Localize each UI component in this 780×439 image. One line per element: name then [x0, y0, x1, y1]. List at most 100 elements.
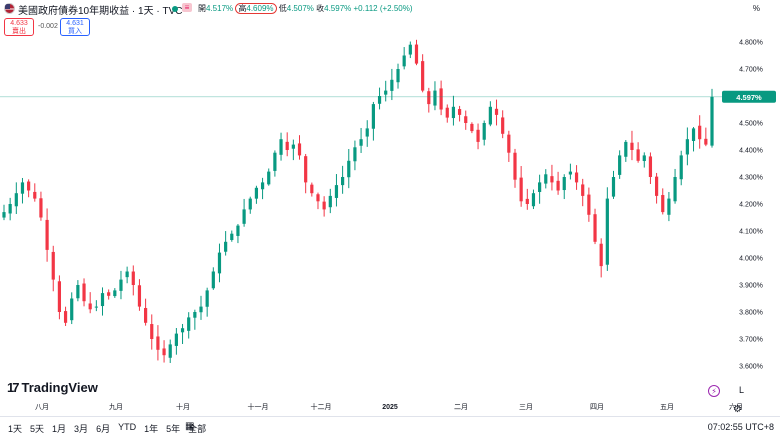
range-button[interactable]: 1年 [144, 424, 159, 434]
y-tick-label: 3.800% [739, 310, 763, 317]
candle-body [587, 194, 591, 215]
candle-body [371, 104, 375, 129]
candle-body [14, 193, 18, 207]
x-tick-label: 九月 [109, 402, 123, 411]
last-price-tag [722, 90, 776, 103]
y-tick-label: 4.400% [739, 148, 763, 155]
candle-body [673, 177, 677, 202]
range-button[interactable]: 1月 [52, 424, 67, 434]
clock-display[interactable]: 07:02:55 UTC+8 [707, 422, 774, 432]
candle-body [156, 336, 160, 350]
candle-body [304, 156, 308, 183]
candle-body [482, 123, 486, 140]
candle-body [679, 155, 683, 180]
ohlc-legend: 開4.517% 高4.609% 低4.507% 收4.597% +0.112 (… [198, 3, 413, 14]
log-scale-toggle[interactable]: L [739, 385, 745, 395]
candle-body [45, 219, 49, 250]
candle-body [260, 182, 265, 190]
candle-body [322, 201, 326, 210]
candle-body [168, 344, 172, 358]
candle-body [174, 333, 178, 346]
candle-body [513, 152, 517, 180]
candle-body [39, 198, 43, 218]
candle-body [236, 225, 240, 236]
range-button[interactable]: 6月 [96, 424, 111, 434]
candle-body [710, 96, 714, 146]
x-tick-label: 十一月 [248, 402, 269, 411]
candle-body [605, 198, 609, 265]
candle-body [488, 106, 492, 125]
candle-body [698, 125, 702, 140]
candle-body [291, 144, 295, 149]
candle-body [180, 328, 185, 333]
range-button[interactable]: 5年 [166, 424, 181, 434]
lightning-icon[interactable]: ⚡ [708, 385, 720, 397]
candle-body [248, 198, 252, 210]
candle-body [273, 152, 277, 171]
candle-body [464, 116, 468, 123]
candle-body [636, 149, 640, 161]
open-label: 開 [198, 4, 206, 13]
range-selector: 1天 5天 1月 3月 6月 YTD 1年 5年 全部 [8, 422, 206, 435]
x-tick-label: 五月 [660, 403, 674, 411]
buy-button[interactable]: 4.631 買入 [60, 18, 90, 36]
candle-body [618, 155, 622, 175]
candle-body [211, 271, 215, 289]
low-value: 4.507% [286, 4, 314, 13]
candle-body [538, 182, 542, 192]
candle-body [519, 177, 523, 202]
candle-body [562, 177, 566, 191]
candle-body [199, 306, 203, 313]
candle-body [125, 271, 129, 278]
y-tick-label: 4.700% [739, 67, 763, 74]
candle-body [2, 212, 6, 218]
candles [2, 39, 714, 363]
candle-body [550, 176, 554, 183]
symbol-title[interactable]: 美國政府債券10年期收益 · 1天 · TVC [18, 6, 183, 17]
range-button[interactable]: 5天 [30, 424, 45, 434]
candle-body [457, 109, 462, 115]
spread-value: -0.002 [38, 23, 58, 30]
range-button[interactable]: 1天 [8, 424, 23, 434]
candle-body [316, 194, 320, 202]
x-tick-label: 2025 [382, 404, 398, 411]
candle-body [445, 107, 449, 118]
candle-body [648, 156, 653, 177]
candle-body [661, 195, 665, 213]
y-tick-label: 4.300% [739, 175, 763, 182]
last-price-label: 4.597% [736, 93, 762, 102]
candle-body [20, 182, 25, 194]
sell-button[interactable]: 4.633 賣出 [4, 18, 34, 36]
close-value: 4.597% [324, 4, 352, 13]
logo-text: TradingView [21, 380, 98, 395]
candle-body [341, 177, 345, 186]
candle-body [525, 198, 529, 204]
candle-body [642, 155, 646, 162]
us-flag-icon [4, 3, 15, 14]
candle-body [94, 306, 98, 308]
candle-body [384, 90, 388, 95]
tradingview-logo[interactable]: 17 TradingView [7, 380, 98, 395]
candle-body [691, 128, 696, 141]
candle-body [599, 243, 603, 267]
candle-body [433, 90, 437, 106]
candle-body [353, 147, 357, 162]
candle-body [57, 281, 62, 312]
candle-body [131, 271, 135, 285]
gear-icon[interactable]: ⚙ [733, 404, 742, 415]
candle-body [396, 69, 400, 83]
highlight-icon[interactable]: ≡ [182, 3, 192, 12]
y-tick-label: 3.600% [739, 364, 763, 371]
range-button[interactable]: YTD [118, 422, 137, 432]
candle-body [667, 198, 671, 215]
candle-body [88, 303, 92, 310]
candle-body [427, 91, 431, 105]
range-button[interactable]: 3月 [74, 424, 89, 434]
range-button[interactable]: 全部 [188, 424, 207, 434]
candle-body [347, 160, 351, 178]
candle-body [224, 241, 228, 252]
calendar-icon[interactable]: ▦ [185, 421, 195, 432]
y-tick-label: 3.700% [739, 337, 763, 344]
low-label: 低 [278, 4, 287, 13]
